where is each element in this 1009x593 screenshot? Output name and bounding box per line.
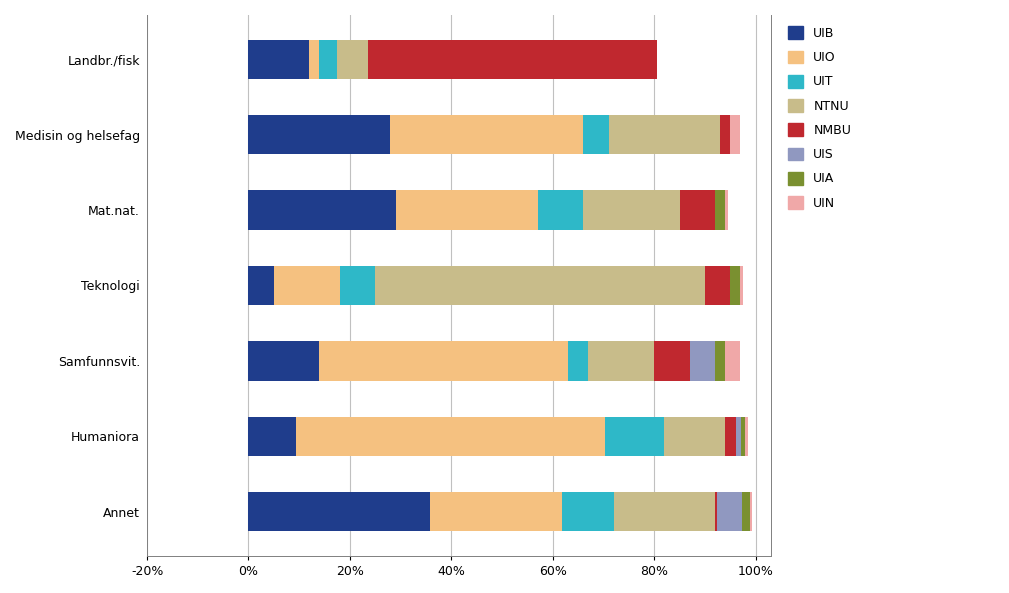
Bar xyxy=(605,417,664,456)
Bar xyxy=(296,417,605,456)
Bar xyxy=(588,342,654,381)
Bar xyxy=(273,266,340,305)
Bar xyxy=(724,417,736,456)
Bar xyxy=(745,417,748,456)
Bar xyxy=(715,342,725,381)
Bar xyxy=(679,190,715,229)
Bar xyxy=(562,492,613,531)
Bar xyxy=(248,342,320,381)
Bar xyxy=(390,115,583,154)
Bar xyxy=(337,40,367,79)
Bar xyxy=(248,115,390,154)
Bar xyxy=(654,342,690,381)
Bar xyxy=(664,417,724,456)
Bar xyxy=(750,492,752,531)
Bar xyxy=(731,115,741,154)
Bar xyxy=(248,266,273,305)
Bar xyxy=(715,492,716,531)
Bar xyxy=(741,266,743,305)
Bar xyxy=(720,115,731,154)
Bar xyxy=(248,40,310,79)
Bar xyxy=(320,342,568,381)
Bar xyxy=(375,266,705,305)
Bar xyxy=(742,492,750,531)
Bar xyxy=(725,342,741,381)
Bar xyxy=(736,417,741,456)
Bar xyxy=(248,190,396,229)
Bar xyxy=(248,492,430,531)
Bar xyxy=(583,190,679,229)
Bar xyxy=(248,417,296,456)
Bar xyxy=(430,492,562,531)
Bar xyxy=(725,190,727,229)
Bar xyxy=(568,342,588,381)
Bar xyxy=(608,115,720,154)
Legend: UIB, UIO, UIT, NTNU, NMBU, UIS, UIA, UIN: UIB, UIO, UIT, NTNU, NMBU, UIS, UIA, UIN xyxy=(783,21,857,215)
Bar xyxy=(320,40,337,79)
Bar xyxy=(583,115,608,154)
Bar xyxy=(340,266,375,305)
Bar xyxy=(741,417,745,456)
Bar xyxy=(716,492,742,531)
Bar xyxy=(705,266,731,305)
Bar xyxy=(310,40,320,79)
Bar xyxy=(690,342,715,381)
Bar xyxy=(367,40,657,79)
Bar xyxy=(731,266,741,305)
Bar xyxy=(715,190,725,229)
Bar xyxy=(613,492,715,531)
Bar xyxy=(396,190,538,229)
Bar xyxy=(538,190,583,229)
